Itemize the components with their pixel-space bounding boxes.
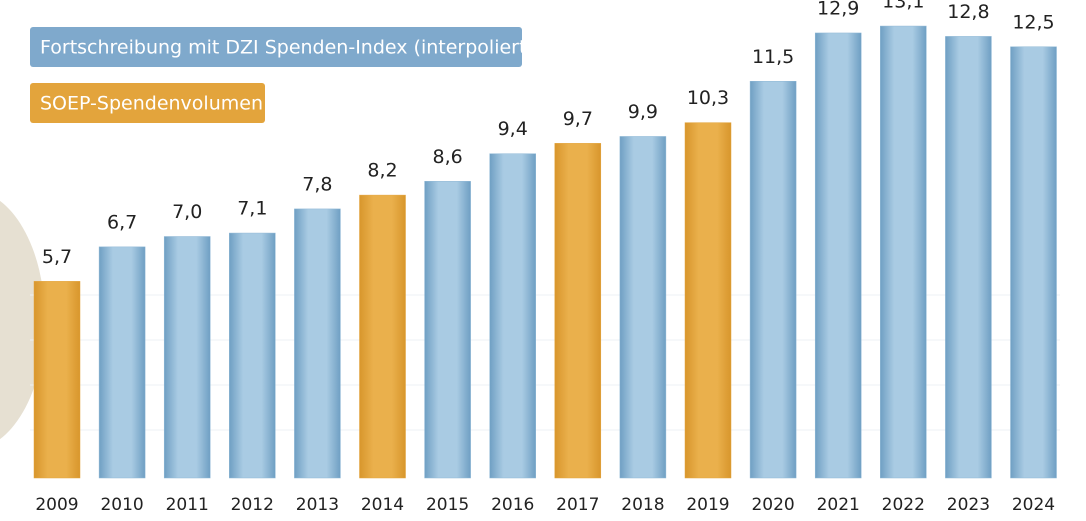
bar [880,26,926,478]
bar [750,81,796,478]
value-label: 12,5 [1012,11,1054,33]
value-label: 12,9 [817,0,859,19]
bar [34,281,80,478]
x-tick-label: 2024 [1012,495,1055,515]
bar [164,237,210,479]
x-tick-label: 2012 [231,495,274,515]
value-label: 7,1 [237,198,267,220]
legend-label: Fortschreibung mit DZI Spenden-Index (in… [40,37,534,59]
value-label: 8,6 [432,146,462,168]
x-tick-label: 2018 [621,495,664,515]
bar [685,123,731,478]
x-tick-label: 2017 [556,495,599,515]
bar [425,181,471,478]
bar [620,136,666,478]
x-tick-label: 2020 [751,495,794,515]
x-tick-label: 2019 [686,495,729,515]
x-tick-label: 2011 [166,495,209,515]
bar [294,209,340,478]
x-tick-label: 2013 [296,495,339,515]
x-tick-label: 2022 [882,495,925,515]
bar [1011,47,1057,478]
value-label: 7,0 [172,201,202,223]
value-label: 9,9 [628,101,658,123]
value-label: 11,5 [752,46,794,68]
x-tick-label: 2010 [100,495,143,515]
x-tick-label: 2021 [817,495,860,515]
value-label: 12,8 [947,1,989,23]
legend-label: SOEP-Spendenvolumen [40,93,263,115]
value-label: 9,4 [498,118,528,140]
bar [555,143,601,478]
x-tick-label: 2015 [426,495,469,515]
bar [815,33,861,478]
value-label: 9,7 [563,108,593,130]
x-tick-label: 2014 [361,495,404,515]
value-label: 10,3 [687,87,729,109]
x-tick-label: 2009 [35,495,78,515]
value-label: 7,8 [302,173,332,195]
bar [360,195,406,478]
chart: Fortschreibung mit DZI Spenden-Index (in… [0,0,1086,517]
x-tick-label: 2023 [947,495,990,515]
x-tick-label: 2016 [491,495,534,515]
bar [229,233,275,478]
value-label: 13,1 [882,0,924,13]
bar [99,247,145,478]
bar [945,36,991,478]
value-label: 6,7 [107,211,137,233]
value-label: 8,2 [367,160,397,182]
bar [490,154,536,478]
value-label: 5,7 [42,246,72,268]
